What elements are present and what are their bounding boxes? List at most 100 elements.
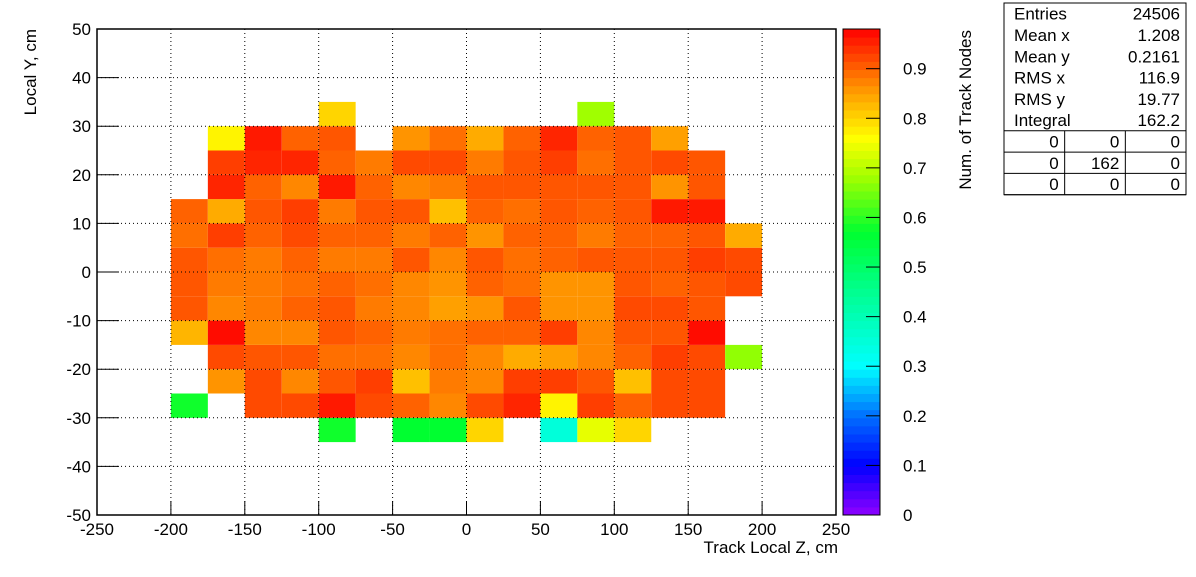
heat-cell xyxy=(429,126,467,151)
heat-cell xyxy=(577,126,615,151)
heat-cell xyxy=(170,320,208,345)
stats-value: 19.77 xyxy=(1137,90,1180,109)
heat-cell xyxy=(577,150,615,175)
heat-cell xyxy=(170,296,208,321)
colorbar-band xyxy=(843,215,880,224)
z-tick-label: 0.5 xyxy=(903,258,927,277)
heat-cell xyxy=(392,417,430,443)
heat-cell xyxy=(207,174,245,200)
heat-cell xyxy=(429,272,467,297)
z-tick-label: 0.4 xyxy=(903,308,927,327)
heat-cell xyxy=(540,223,578,248)
z-tick-label: 0.8 xyxy=(903,109,927,128)
heat-cell xyxy=(651,223,689,248)
colorbar-band xyxy=(843,369,880,378)
heat-cell xyxy=(207,223,245,248)
heat-cell xyxy=(466,247,504,272)
x-tick-label: 50 xyxy=(531,520,550,539)
z-tick-label: 0.9 xyxy=(903,60,927,79)
heat-cell xyxy=(540,272,578,297)
heat-cell xyxy=(577,272,615,297)
heat-cell xyxy=(503,199,541,224)
stats-label: Mean x xyxy=(1014,26,1070,45)
stats-label: RMS y xyxy=(1014,90,1066,109)
heat-cell xyxy=(651,247,689,272)
heat-cell xyxy=(503,369,541,394)
colorbar-band xyxy=(843,126,880,135)
heat-cell xyxy=(281,247,319,272)
heat-cell xyxy=(244,320,282,345)
y-tick-label: 30 xyxy=(72,117,91,136)
heat-cell xyxy=(392,223,430,248)
heat-cell xyxy=(651,393,689,418)
colorbar-band xyxy=(843,134,880,143)
y-tick-label: -30 xyxy=(66,409,91,428)
overflow-cell: 162 xyxy=(1091,154,1119,173)
heat-cell xyxy=(244,393,282,418)
colorbar-band xyxy=(843,401,880,411)
heat-cell xyxy=(577,247,615,272)
colorbar-band xyxy=(843,150,880,160)
heat-cell xyxy=(355,223,393,248)
colorbar-band xyxy=(843,304,880,313)
stats-value: 116.9 xyxy=(1139,69,1180,88)
y-tick-label: 40 xyxy=(72,69,91,88)
heat-cell xyxy=(392,174,430,200)
heat-cell xyxy=(688,174,726,200)
x-tick-label: -200 xyxy=(154,520,188,539)
stats-label: RMS x xyxy=(1014,69,1066,88)
heat-cell xyxy=(651,296,689,321)
colorbar-band xyxy=(843,118,880,127)
x-tick-label: -50 xyxy=(380,520,405,539)
heat-cell xyxy=(651,344,689,370)
heat-cell xyxy=(429,174,467,200)
heat-cell xyxy=(281,199,319,224)
heat-cell xyxy=(429,344,467,370)
colorbar-band xyxy=(843,29,880,38)
x-tick-label: 0 xyxy=(462,520,471,539)
heat-cell xyxy=(466,417,504,443)
overflow-cell: 0 xyxy=(1110,175,1119,194)
overflow-cell: 0 xyxy=(1049,132,1058,151)
heat-cell xyxy=(614,344,652,370)
colorbar-band xyxy=(843,223,880,232)
stats-label: Mean y xyxy=(1014,47,1070,66)
heat-cell xyxy=(503,393,541,418)
heat-cell xyxy=(318,150,356,175)
colorbar-band xyxy=(843,174,880,184)
heat-cell xyxy=(392,296,430,321)
heat-cell xyxy=(466,320,504,345)
heat-cell xyxy=(429,369,467,394)
z-tick-label: 0.7 xyxy=(903,159,927,178)
colorbar-band xyxy=(843,199,880,208)
heat-cell xyxy=(318,320,356,345)
heat-cell xyxy=(688,223,726,248)
stats-box xyxy=(1003,2,1187,196)
heat-cell xyxy=(503,272,541,297)
colorbar-band xyxy=(843,474,880,484)
heat-cell xyxy=(318,223,356,248)
overflow-cell: 0 xyxy=(1110,132,1119,151)
heat-cell xyxy=(466,272,504,297)
heat-cell xyxy=(614,126,652,151)
heat-cell xyxy=(614,223,652,248)
y-tick-label: -50 xyxy=(66,506,91,525)
heat-cell xyxy=(614,417,652,443)
heat-cell xyxy=(651,320,689,345)
heat-cell xyxy=(503,150,541,175)
heat-cell xyxy=(170,247,208,272)
x-tick-label: -250 xyxy=(80,520,114,539)
plot-frame xyxy=(96,28,837,516)
heat-cell xyxy=(281,393,319,418)
colorbar-band xyxy=(843,450,880,459)
heat-cell xyxy=(244,272,282,297)
heat-cell xyxy=(392,369,430,394)
heat-cell xyxy=(355,174,393,200)
heat-cell xyxy=(244,126,282,151)
heat-cell xyxy=(614,174,652,200)
colorbar-band xyxy=(843,85,880,95)
heat-cell xyxy=(614,393,652,418)
heat-cell xyxy=(540,344,578,370)
heat-cell xyxy=(540,369,578,394)
heat-cell xyxy=(577,344,615,370)
